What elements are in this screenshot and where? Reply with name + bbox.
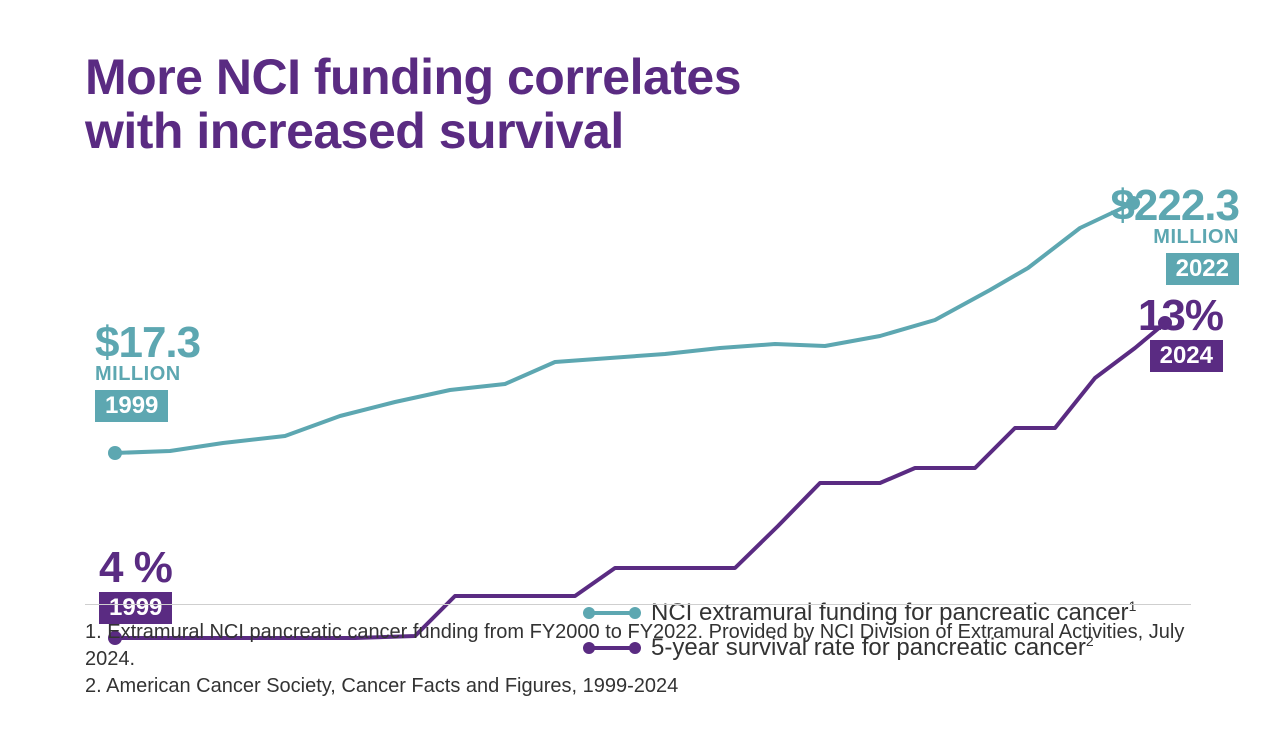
footnote-2: 2. American Cancer Society, Cancer Facts…	[85, 673, 1191, 700]
survival-end-year: 2024	[1150, 340, 1223, 372]
chart-container: More NCI funding correlates with increas…	[0, 0, 1266, 730]
footnotes: 1. Extramural NCI pancreatic cancer fund…	[85, 604, 1191, 700]
survival-end-value: 13%	[1138, 296, 1223, 336]
survival-start-value: 4 %	[99, 548, 172, 588]
funding-start-year: 1999	[95, 390, 168, 422]
footnote-1: 1. Extramural NCI pancreatic cancer fund…	[85, 619, 1191, 673]
chart-svg	[85, 168, 1191, 638]
funding-start-callout: $17.3 MILLION 1999	[95, 323, 200, 422]
funding-line	[115, 203, 1133, 453]
funding-start-value: $17.3	[95, 323, 200, 363]
survival-line	[115, 323, 1165, 638]
funding-end-value: $222.3	[1110, 186, 1239, 226]
title-line-2: with increased survival	[85, 103, 624, 159]
chart-area: $17.3 MILLION 1999 $222.3 MILLION 2022 4…	[85, 168, 1191, 638]
funding-end-year: 2022	[1166, 253, 1239, 285]
chart-title: More NCI funding correlates with increas…	[85, 50, 1191, 158]
funding-start-marker	[108, 446, 122, 460]
survival-end-callout: 13% 2024	[1138, 296, 1223, 372]
funding-end-callout: $222.3 MILLION 2022	[1110, 186, 1239, 285]
title-line-1: More NCI funding correlates	[85, 49, 741, 105]
